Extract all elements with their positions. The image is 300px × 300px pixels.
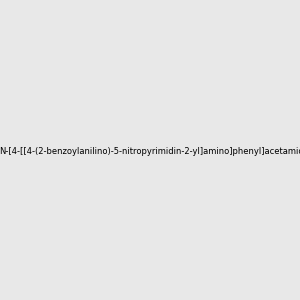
Text: N-[4-[[4-(2-benzoylanilino)-5-nitropyrimidin-2-yl]amino]phenyl]acetamide: N-[4-[[4-(2-benzoylanilino)-5-nitropyrim… (0, 147, 300, 156)
